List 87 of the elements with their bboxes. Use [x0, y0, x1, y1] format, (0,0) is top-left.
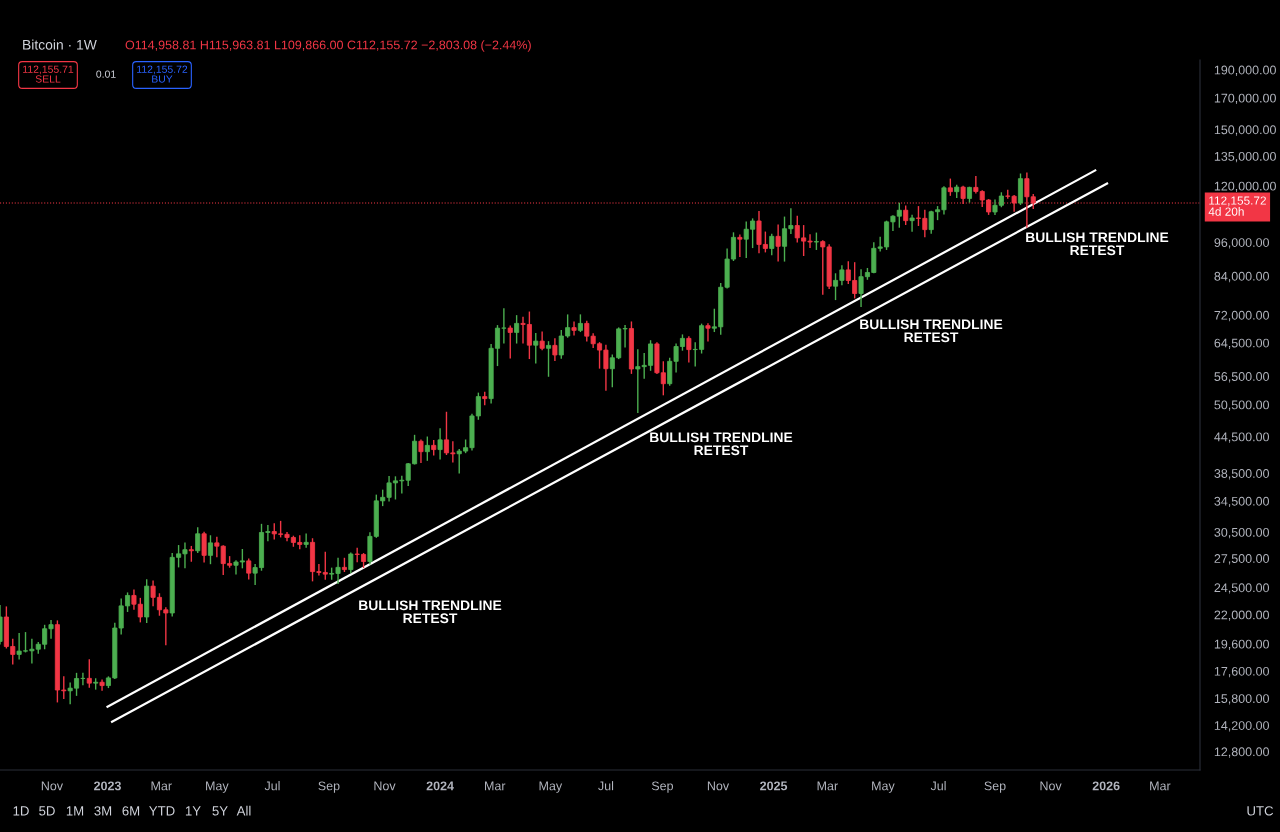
annotation: 112,155.72 BUY — [137, 65, 188, 83]
x-tick-label: Nov — [1040, 781, 1062, 791]
x-tick-label: Mar — [817, 781, 838, 791]
x-tick-label: Mar — [151, 781, 172, 791]
y-tick-label: 27,500.00 — [1214, 554, 1270, 565]
text: YTD — [149, 806, 175, 816]
y-tick-label: 44,500.00 — [1214, 432, 1270, 443]
y-tick-label: 30,500.00 — [1214, 527, 1270, 539]
annotation: BULLISH TRENDLINE RETEST — [650, 432, 793, 456]
candlestick — [775, 224, 781, 262]
y-tick-label: 150,000.00 — [1214, 125, 1276, 136]
x-tick-label: Mar — [485, 781, 506, 791]
y-tick-label: 120,000.00 — [1214, 181, 1276, 193]
candlestick — [533, 332, 539, 364]
text: 1M — [66, 806, 84, 816]
candlestick — [571, 321, 577, 336]
candlestick — [437, 428, 443, 460]
annotation: 112,155.71 SELL — [23, 65, 74, 83]
annotation: BULLISH TRENDLINE RETEST — [359, 600, 502, 624]
candlestick — [507, 325, 513, 359]
x-tick-label: 2025 — [760, 781, 788, 791]
text: O114,958.81 H115,963.81 L109,866.00 C112,155.72 −2,803.08 (−2.44%) — [125, 40, 531, 52]
candlestick — [195, 527, 201, 553]
candlestick — [418, 439, 424, 464]
annotation: BULLISH TRENDLINE RETEST — [1026, 232, 1169, 256]
ref-line-label: 112,155.72 4d 20h — [1208, 196, 1266, 216]
x-tick-label: 2026 — [1092, 781, 1120, 791]
y-tick-label: 17,600.00 — [1214, 666, 1270, 678]
text: 5D — [39, 806, 55, 816]
y-tick-label: 12,800.00 — [1214, 747, 1270, 758]
x-tick-label: May — [872, 781, 895, 793]
candlestick — [686, 336, 692, 363]
candlestick — [424, 436, 430, 461]
candlestick — [201, 531, 207, 563]
text: UTC — [1247, 806, 1274, 816]
y-tick-label: 34,500.00 — [1214, 496, 1270, 508]
y-tick-label: 84,000.00 — [1214, 271, 1270, 283]
candlestick — [246, 558, 252, 580]
y-tick-label: 135,000.00 — [1214, 151, 1276, 163]
y-tick-label: 50,500.00 — [1214, 400, 1270, 411]
candlestick — [99, 679, 105, 691]
text: 1Y — [185, 806, 201, 816]
x-tick-label: Nov — [41, 781, 64, 791]
candlestick — [552, 338, 558, 362]
candlestick — [737, 234, 743, 258]
candlestick — [303, 533, 309, 548]
y-tick-label: 96,000.00 — [1214, 238, 1270, 249]
x-tick-label: 2023 — [94, 781, 121, 791]
chart-title: Bitcoin · 1W — [23, 39, 97, 50]
y-tick-label: 38,500.00 — [1214, 469, 1270, 480]
x-tick-label: Jul — [930, 781, 946, 791]
annotation: BULLISH TRENDLINE RETEST — [860, 319, 1003, 343]
x-tick-label: Mar — [1150, 781, 1171, 791]
text: All — [236, 805, 251, 816]
text: 6M — [122, 806, 140, 816]
text: 5Y — [212, 806, 228, 816]
x-tick-label: Sep — [318, 781, 340, 793]
x-tick-label: May — [539, 781, 563, 793]
y-tick-label: 64,500.00 — [1214, 338, 1270, 349]
candlestick — [514, 315, 520, 344]
candlestick — [348, 552, 354, 574]
candlestick — [86, 659, 92, 688]
x-tick-label: Sep — [984, 781, 1006, 793]
y-tick-label: 22,000.00 — [1214, 610, 1270, 621]
y-tick-label: 15,800.00 — [1214, 694, 1270, 705]
y-tick-label: 14,200.00 — [1214, 721, 1270, 732]
y-tick-label: 56,500.00 — [1214, 372, 1270, 383]
y-tick-label: 72,000.00 — [1214, 310, 1270, 322]
x-tick-label: May — [206, 781, 229, 793]
y-tick-label: 24,500.00 — [1214, 583, 1270, 594]
annotation: 0.01 — [96, 70, 116, 78]
y-tick-label: 190,000.00 — [1214, 65, 1276, 76]
candlestick — [705, 323, 711, 342]
x-tick-label: 2024 — [426, 781, 454, 791]
x-tick-label: Nov — [374, 781, 396, 791]
x-tick-label: Sep — [651, 781, 674, 793]
y-tick-label: 170,000.00 — [1214, 93, 1276, 105]
text: 1D — [13, 806, 29, 816]
x-tick-label: Jul — [264, 781, 280, 791]
candlestick — [769, 233, 775, 256]
x-tick-label: Jul — [598, 781, 614, 791]
text: 3M — [94, 806, 112, 816]
candlestick — [909, 214, 915, 232]
candlestick — [546, 341, 552, 377]
y-tick-label: 19,600.00 — [1214, 639, 1270, 651]
x-tick-label: Nov — [707, 781, 730, 791]
candlestick — [207, 535, 213, 565]
